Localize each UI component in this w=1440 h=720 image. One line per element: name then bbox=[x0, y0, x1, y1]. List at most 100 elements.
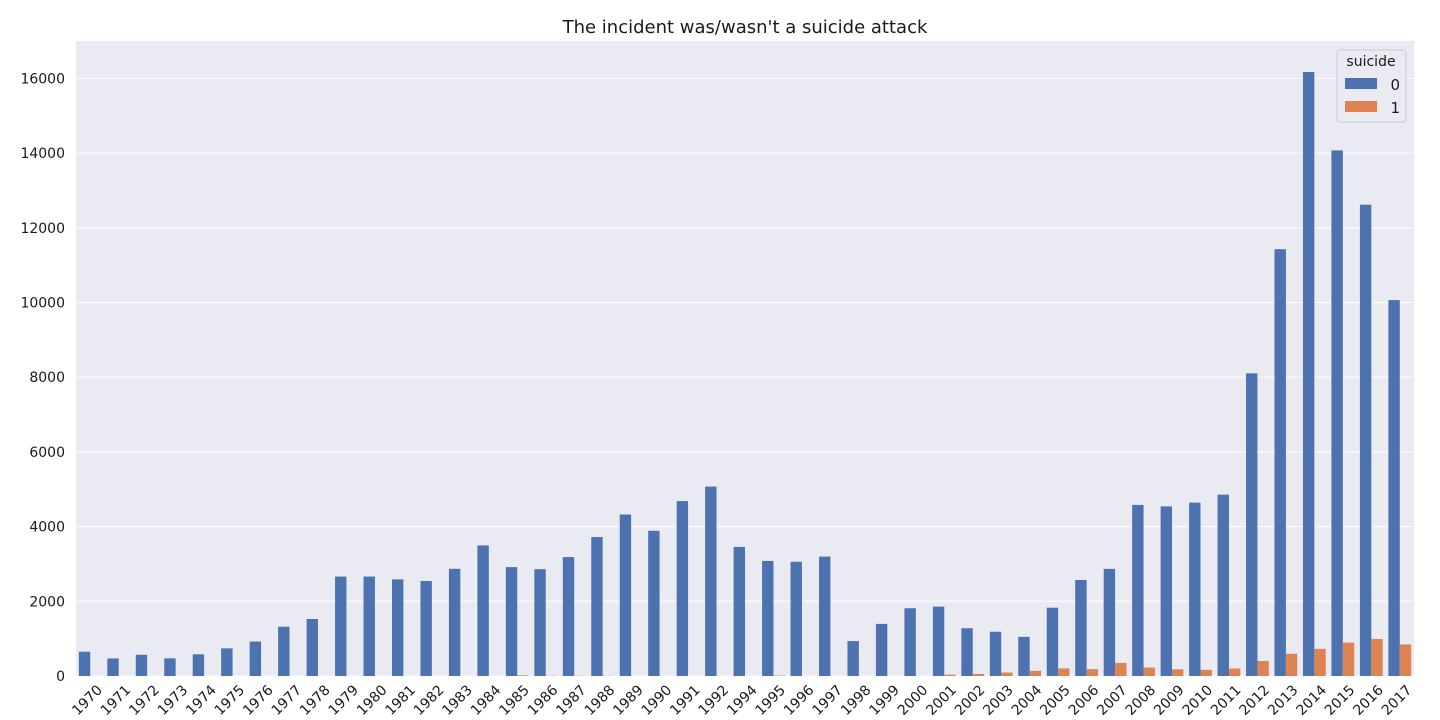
bar-suicide-0-1984 bbox=[477, 545, 489, 676]
x-tick-label: 1999 bbox=[866, 682, 903, 719]
x-tick-label: 2001 bbox=[923, 682, 960, 719]
x-tick-label: 1997 bbox=[810, 682, 847, 719]
bar-suicide-0-1986 bbox=[534, 569, 546, 676]
bar-suicide-1-2017 bbox=[1399, 644, 1412, 676]
bar-suicide-0-1972 bbox=[135, 654, 148, 676]
bar-suicide-0-2000 bbox=[904, 608, 916, 676]
bar-suicide-1-2009 bbox=[1172, 669, 1184, 676]
bar-suicide-1-2016 bbox=[1371, 639, 1383, 676]
bar-suicide-0-2017 bbox=[1388, 300, 1400, 676]
x-tick-label: 2007 bbox=[1094, 682, 1131, 719]
x-tick-label: 2014 bbox=[1293, 682, 1330, 719]
bar-suicide-1-2015 bbox=[1342, 642, 1355, 676]
x-tick-label: 1972 bbox=[126, 682, 163, 719]
bar-suicide-1-2011 bbox=[1228, 668, 1241, 676]
x-tick-label: 2008 bbox=[1123, 682, 1160, 719]
legend: suicide 0 1 bbox=[1336, 49, 1407, 123]
bar-suicide-0-2001 bbox=[932, 606, 945, 676]
y-tick-label: 0 bbox=[56, 669, 65, 685]
bar-suicide-0-2014 bbox=[1302, 72, 1315, 676]
x-tick-label: 2016 bbox=[1350, 682, 1387, 719]
bar-suicide-0-1995 bbox=[762, 560, 774, 676]
bars-group bbox=[78, 72, 1412, 676]
x-tick-label: 1987 bbox=[553, 682, 590, 719]
x-tick-label: 1985 bbox=[496, 682, 533, 719]
bar-suicide-1-2006 bbox=[1086, 669, 1099, 676]
bar-suicide-0-2011 bbox=[1217, 494, 1229, 676]
bar-suicide-1-2007 bbox=[1115, 662, 1127, 676]
x-tick-label: 1990 bbox=[639, 682, 676, 719]
x-tick-label: 1994 bbox=[724, 682, 761, 719]
x-tick-label: 1981 bbox=[382, 682, 419, 719]
x-tick-label: 1988 bbox=[582, 682, 619, 719]
bar-suicide-0-1970 bbox=[78, 651, 91, 676]
bar-suicide-0-1983 bbox=[448, 568, 461, 676]
x-tick-label: 1998 bbox=[838, 682, 875, 719]
y-tick-label: 4000 bbox=[29, 520, 65, 536]
bar-suicide-0-1981 bbox=[392, 579, 404, 676]
x-tick-label: 1991 bbox=[667, 682, 704, 719]
bar-suicide-0-1985 bbox=[505, 567, 518, 676]
bar-suicide-0-2012 bbox=[1246, 373, 1258, 676]
bar-suicide-0-2008 bbox=[1132, 504, 1144, 676]
x-tick-label: 1989 bbox=[610, 682, 647, 719]
x-tick-label: 2003 bbox=[980, 682, 1017, 719]
y-tick-label: 6000 bbox=[29, 445, 65, 461]
x-tick-label: 2010 bbox=[1180, 682, 1217, 719]
bar-suicide-1-2014 bbox=[1314, 648, 1326, 676]
x-tick-label: 1986 bbox=[525, 682, 562, 719]
bar-suicide-0-1994 bbox=[733, 546, 745, 676]
bar-suicide-0-1992 bbox=[705, 486, 717, 676]
x-tick-label: 1982 bbox=[411, 682, 448, 719]
legend-swatch-1 bbox=[1345, 101, 1377, 112]
y-tick-label: 16000 bbox=[20, 71, 65, 87]
bar-suicide-1-2008 bbox=[1143, 667, 1155, 676]
bar-suicide-1-2001 bbox=[944, 674, 956, 676]
x-tick-label: 1995 bbox=[753, 682, 790, 719]
x-tick-label: 2009 bbox=[1151, 682, 1188, 719]
x-tick-label: 1970 bbox=[69, 682, 106, 719]
x-tick-label: 1983 bbox=[439, 682, 476, 719]
x-tick-label: 2005 bbox=[1037, 682, 1074, 719]
x-axis: 1970197119721973197419751976197719781979… bbox=[69, 682, 1415, 719]
bar-suicide-0-2009 bbox=[1160, 506, 1173, 676]
legend-label-1: 1 bbox=[1390, 99, 1400, 117]
bar-suicide-0-1977 bbox=[278, 626, 290, 676]
x-tick-label: 1973 bbox=[155, 682, 192, 719]
chart-title: The incident was/wasn't a suicide attack bbox=[562, 17, 928, 38]
bar-suicide-0-1999 bbox=[875, 623, 888, 676]
bar-suicide-1-2013 bbox=[1285, 653, 1298, 676]
x-tick-label: 1977 bbox=[269, 682, 306, 719]
bar-suicide-0-1973 bbox=[164, 658, 176, 676]
bar-suicide-0-1988 bbox=[591, 537, 603, 676]
bar-suicide-0-2005 bbox=[1046, 607, 1059, 676]
bar-suicide-1-1985 bbox=[517, 675, 529, 676]
bar-suicide-1-2004 bbox=[1029, 670, 1042, 676]
bar-suicide-1-2002 bbox=[972, 673, 985, 676]
bar-suicide-0-2006 bbox=[1075, 579, 1087, 676]
bar-suicide-0-2015 bbox=[1331, 150, 1343, 676]
legend-label-0: 0 bbox=[1390, 76, 1400, 94]
bar-suicide-1-2005 bbox=[1058, 668, 1070, 676]
x-tick-label: 2012 bbox=[1237, 682, 1274, 719]
y-tick-label: 8000 bbox=[29, 370, 65, 386]
bar-suicide-0-1982 bbox=[420, 580, 432, 676]
x-tick-label: 1975 bbox=[212, 682, 249, 719]
x-tick-label: 2004 bbox=[1009, 682, 1046, 719]
x-tick-label: 1974 bbox=[183, 682, 220, 719]
x-tick-label: 1979 bbox=[326, 682, 363, 719]
bar-suicide-0-2010 bbox=[1189, 502, 1201, 676]
x-tick-label: 2006 bbox=[1066, 682, 1103, 719]
x-tick-label: 1976 bbox=[240, 682, 277, 719]
x-tick-label: 1978 bbox=[297, 682, 334, 719]
legend-title: suicide bbox=[1346, 54, 1395, 70]
bar-suicide-0-1990 bbox=[648, 530, 660, 676]
bar-suicide-0-1987 bbox=[562, 557, 575, 676]
x-tick-label: 2002 bbox=[952, 682, 989, 719]
bar-suicide-0-2002 bbox=[961, 628, 973, 676]
bar-suicide-0-1980 bbox=[363, 576, 375, 676]
x-tick-label: 1996 bbox=[781, 682, 818, 719]
bar-suicide-0-1998 bbox=[847, 641, 859, 676]
x-tick-label: 1980 bbox=[354, 682, 391, 719]
x-tick-label: 2013 bbox=[1265, 682, 1302, 719]
